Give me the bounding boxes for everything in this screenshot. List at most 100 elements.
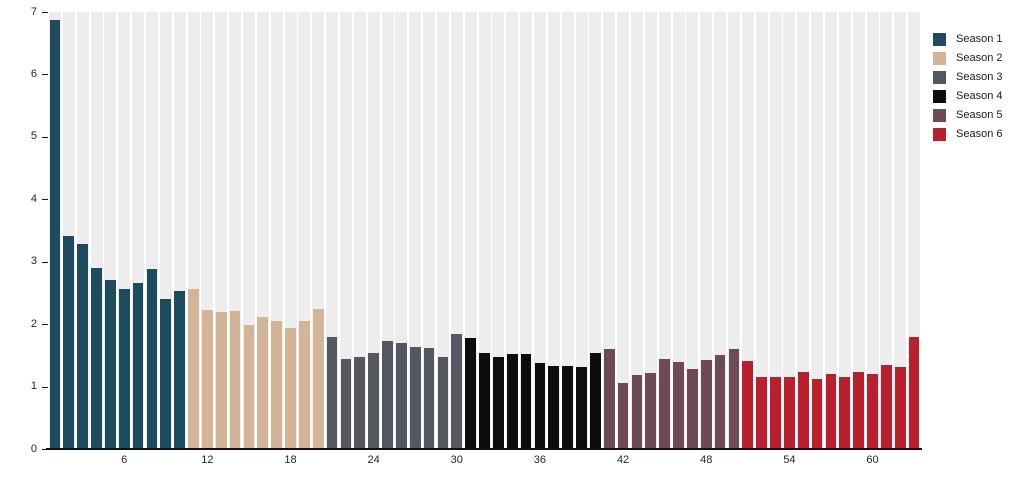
- y-tick-7: [42, 12, 48, 13]
- bar-episode-11-season-2: [188, 288, 199, 449]
- background-stripe: [423, 12, 436, 449]
- background-stripe: [824, 12, 837, 449]
- bar-episode-8-season-1: [146, 268, 158, 449]
- bar-episode-45-season-5: [659, 358, 671, 449]
- y-tick-label-6: 6: [30, 67, 37, 80]
- bar-episode-58-season-6: [839, 376, 851, 449]
- legend-item-season-6: Season 6: [933, 128, 1002, 141]
- bar-episode-3-season-1: [77, 244, 89, 449]
- bar-episode-47-season-5: [686, 368, 698, 449]
- bar-episode-24-season-3: [368, 352, 380, 449]
- background-stripe: [561, 12, 574, 449]
- bar-episode-39-season-4: [576, 366, 587, 449]
- bar-episode-33-season-4: [492, 356, 504, 449]
- x-tick-label-24: 24: [367, 454, 380, 466]
- background-stripe: [547, 12, 560, 449]
- x-tick-label-18: 18: [284, 454, 297, 466]
- bar-episode-7-season-1: [132, 282, 144, 449]
- y-tick-6: [42, 74, 48, 76]
- bar-episode-17-season-2: [271, 321, 283, 449]
- y-tick-0: [42, 449, 48, 450]
- bar-episode-63-season-6: [908, 336, 920, 449]
- background-stripe: [783, 12, 796, 449]
- legend-label-season-4: Season 4: [956, 90, 1003, 102]
- background-stripe: [492, 12, 505, 449]
- bar-episode-1-season-1: [49, 19, 61, 449]
- x-tick-label-54: 54: [783, 454, 796, 466]
- bar-episode-28-season-3: [423, 347, 435, 449]
- bar-episode-16-season-2: [257, 317, 269, 449]
- background-stripe: [658, 12, 671, 449]
- y-tick-label-1: 1: [30, 380, 37, 393]
- legend-item-season-5: Season 5: [933, 109, 1002, 122]
- bar-episode-50-season-5: [728, 349, 740, 449]
- bar-episode-53-season-6: [770, 377, 781, 449]
- background-stripe: [395, 12, 408, 449]
- background-stripe: [852, 12, 865, 449]
- bar-episode-25-season-3: [382, 341, 393, 449]
- bar-episode-12-season-2: [201, 309, 213, 449]
- background-stripe: [672, 12, 685, 449]
- x-tick-label-6: 6: [121, 454, 128, 466]
- bar-episode-9-season-1: [160, 299, 172, 449]
- background-stripe: [367, 12, 380, 449]
- bar-episode-48-season-5: [700, 359, 712, 449]
- background-stripe: [714, 12, 727, 449]
- y-tick-1: [42, 386, 48, 388]
- y-tick-label-4: 4: [30, 192, 37, 205]
- background-stripe: [506, 12, 519, 449]
- background-stripe: [797, 12, 810, 449]
- bar-episode-40-season-4: [589, 352, 601, 449]
- bar-episode-44-season-5: [645, 372, 657, 449]
- bar-episode-54-season-6: [783, 376, 795, 449]
- bar-episode-62-season-6: [894, 367, 906, 449]
- bar-episode-37-season-4: [548, 366, 560, 449]
- bar-episode-4-season-1: [91, 268, 102, 449]
- background-stripe: [741, 12, 754, 449]
- background-stripe: [700, 12, 713, 449]
- y-tick-label-0: 0: [30, 442, 37, 455]
- background-stripe: [727, 12, 740, 449]
- bar-episode-56-season-6: [811, 378, 823, 449]
- plot-area: [48, 12, 921, 449]
- legend-swatch-season-6: [933, 128, 946, 141]
- background-stripe: [880, 12, 893, 449]
- background-stripe: [769, 12, 782, 449]
- background-stripe: [353, 12, 366, 449]
- x-tick-label-48: 48: [700, 454, 713, 466]
- bar-episode-5-season-1: [104, 279, 116, 449]
- background-stripe: [381, 12, 394, 449]
- background-stripe: [866, 12, 879, 449]
- bar-episode-31-season-4: [465, 337, 477, 449]
- bar-episode-38-season-4: [562, 366, 574, 449]
- legend-swatch-season-1: [933, 33, 946, 46]
- background-stripe: [533, 12, 546, 449]
- bar-episode-6-season-1: [118, 288, 130, 449]
- y-tick-2: [42, 324, 48, 326]
- y-tick-label-3: 3: [30, 255, 37, 268]
- x-axis-line: [46, 448, 922, 450]
- legend-swatch-season-2: [933, 52, 946, 65]
- legend-label-season-3: Season 3: [956, 71, 1003, 83]
- legend: Season 1 Season 2 Season 3 Season 4 Season 5…: [933, 33, 1002, 147]
- bar-episode-55-season-6: [797, 372, 809, 449]
- background-stripe: [838, 12, 851, 449]
- bar-episode-23-season-3: [354, 356, 366, 449]
- bar-episode-14-season-2: [229, 311, 241, 449]
- background-stripe: [603, 12, 616, 449]
- bar-episode-57-season-6: [825, 374, 837, 449]
- bar-episode-29-season-3: [437, 357, 449, 449]
- bar-episode-19-season-2: [298, 321, 310, 449]
- y-tick-3: [42, 261, 48, 263]
- bar-episode-51-season-6: [742, 361, 754, 449]
- bar-episode-15-season-2: [243, 325, 255, 449]
- bar-episode-10-season-1: [174, 291, 186, 449]
- legend-swatch-season-4: [933, 90, 946, 103]
- background-stripe: [686, 12, 699, 449]
- y-tick-label-7: 7: [30, 5, 37, 18]
- background-stripe: [894, 12, 907, 449]
- legend-item-season-4: Season 4: [933, 90, 1002, 103]
- legend-label-season-2: Season 2: [956, 52, 1003, 64]
- background-stripe: [644, 12, 657, 449]
